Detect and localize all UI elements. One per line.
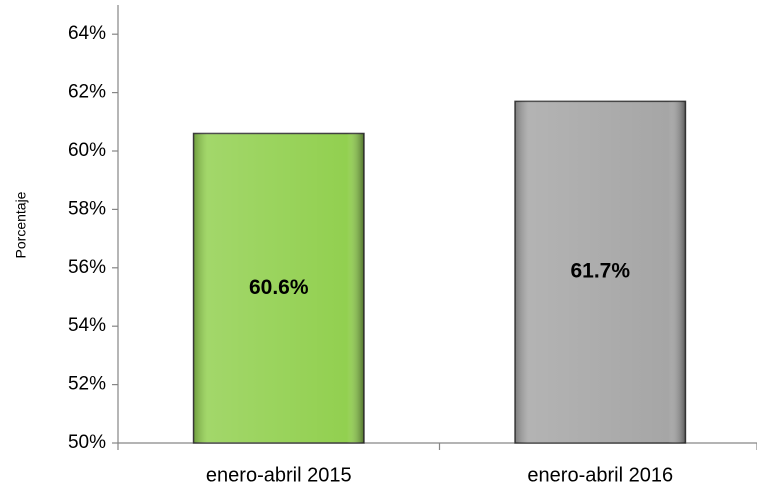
y-tick-label: 64% [68, 23, 106, 44]
bar-shade [193, 133, 364, 444]
x-tick-label: enero-abril 2016 [527, 464, 673, 486]
y-tick-label: 54% [68, 315, 106, 336]
value-label: 61.7% [570, 260, 630, 283]
y-tick-label: 52% [68, 374, 106, 395]
value-label: 60.6% [249, 276, 309, 299]
x-tick-label: enero-abril 2015 [206, 464, 352, 486]
y-axis-label: Porcentaje [13, 191, 29, 258]
y-tick-label: 50% [68, 432, 106, 453]
y-tick-label: 56% [68, 257, 106, 278]
y-tick-label: 60% [68, 140, 106, 161]
y-tick-label: 58% [68, 198, 106, 219]
bar-shade [515, 101, 686, 444]
y-tick-label: 62% [68, 82, 106, 103]
